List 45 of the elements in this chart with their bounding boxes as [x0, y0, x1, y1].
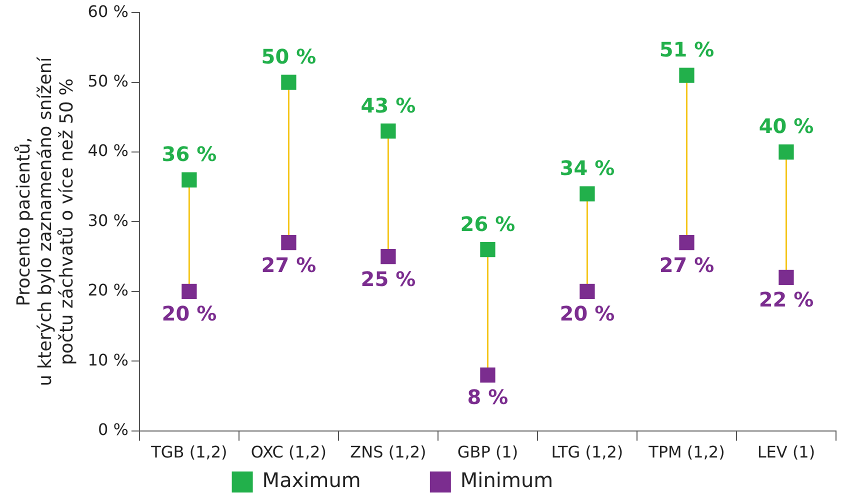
point [679, 68, 694, 83]
point [778, 144, 794, 160]
point [281, 235, 296, 250]
point [580, 186, 595, 202]
x-tick-label: ZNS (1,2) [350, 442, 426, 462]
x-tick-label: TPM (1,2) [648, 442, 725, 462]
point [778, 270, 794, 286]
y-axis-title: Procento pacientů, u kterých bylo zaznamenáno snížení počtu záchvatů o více než 50 % [13, 56, 78, 386]
point [679, 235, 694, 250]
point [480, 367, 496, 383]
point [380, 124, 396, 139]
data-label: 25 % [360, 266, 416, 291]
point [281, 74, 296, 90]
x-tick-label: LTG (1,2) [551, 442, 624, 462]
data-label: 40 % [758, 114, 814, 138]
data-label: 34 % [560, 156, 615, 180]
data-label: 43 % [360, 93, 416, 118]
legend-label: Minimum [460, 468, 617, 492]
data-label: 20 % [162, 302, 217, 326]
data-label: 26 % [460, 212, 516, 236]
y-tick-label: 40 % [88, 141, 128, 160]
point [380, 248, 396, 264]
y-tick-label: 50 % [88, 71, 128, 90]
y-tick-label: 60 % [88, 2, 128, 21]
y-tick-label: 20 % [88, 280, 128, 300]
data-label: 51 % [659, 38, 714, 62]
data-label: 20 % [560, 302, 615, 326]
point [182, 284, 197, 299]
data-label: 36 % [162, 142, 217, 166]
x-tick-label: TGB (1,2) [150, 442, 228, 462]
data-label: 8 % [467, 385, 508, 410]
data-label: 27 % [261, 252, 316, 277]
legend-label: Maximum [262, 468, 424, 492]
y-tick-label: 30 % [88, 210, 128, 230]
data-label: 22 % [758, 288, 814, 312]
x-tick-label: LEV (1) [757, 442, 816, 462]
point [480, 242, 496, 258]
data-label: 27 % [659, 252, 714, 277]
data-label: 50 % [261, 44, 316, 69]
x-tick-label: OXC (1,2) [250, 442, 326, 462]
point [182, 172, 197, 188]
y-tick-label: 10 % [88, 350, 128, 370]
y-tick-label: 0 % [98, 420, 128, 439]
x-tick-label: GBP (1) [457, 442, 518, 462]
point [580, 284, 595, 299]
